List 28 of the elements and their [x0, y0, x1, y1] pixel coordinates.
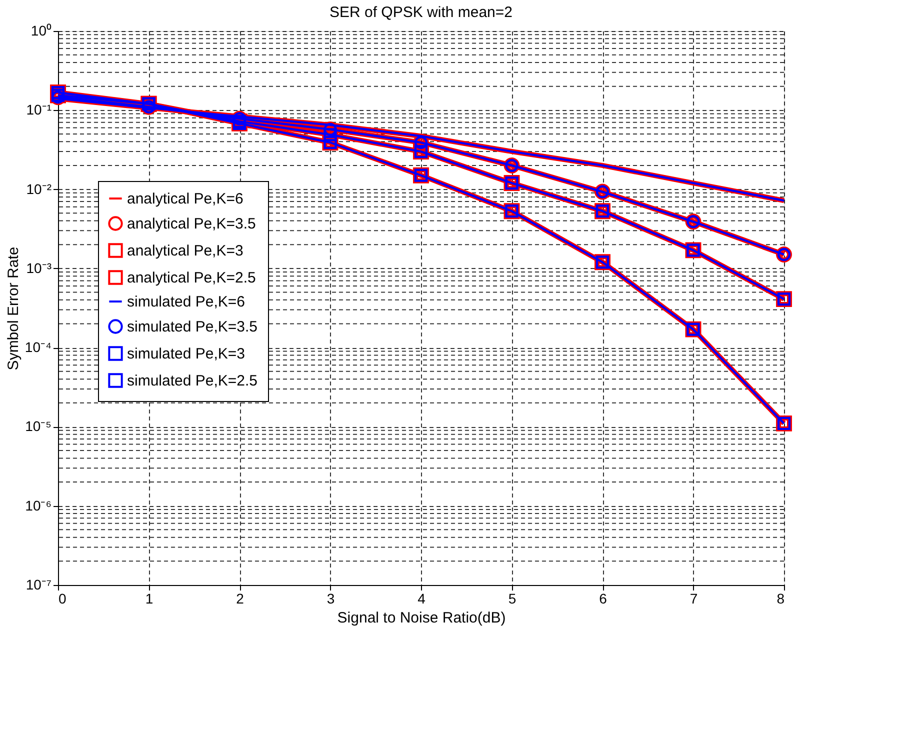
legend-label: simulated Pe,K=2.5 — [127, 372, 258, 390]
x-tick-label: 8 — [776, 590, 785, 606]
y-axis-title: Symbol Error Rate — [4, 246, 22, 370]
x-tick-label: 4 — [418, 590, 426, 606]
y-tick-label: 10⁻⁵ — [25, 418, 52, 434]
legend-label: simulated Pe,K=3.5 — [127, 318, 258, 336]
x-axis-title: Signal to Noise Ratio(dB) — [337, 610, 506, 626]
y-tick-label: 10⁻⁷ — [26, 576, 52, 592]
legend-label: analytical Pe,K=2.5 — [127, 270, 256, 286]
x-tick-label: 6 — [599, 590, 608, 606]
y-tick-label: 10⁻³ — [26, 260, 52, 276]
x-tick-label: 2 — [236, 590, 244, 606]
legend-label: simulated Pe,K=6 — [127, 294, 245, 310]
legend-label: analytical Pe,K=3 — [127, 242, 244, 260]
x-tick-label: 3 — [326, 590, 335, 606]
x-tick-label: 5 — [508, 590, 516, 606]
y-tick-label: 10⁰ — [30, 22, 52, 38]
y-tick-label: 10⁻⁶ — [25, 497, 52, 514]
legend-label: analytical Pe,K=3.5 — [127, 216, 256, 232]
x-tick-label: 0 — [58, 590, 66, 606]
y-tick-label: 10⁻⁴ — [24, 339, 52, 356]
y-tick-label: 10⁻¹ — [26, 102, 52, 118]
y-tick-label: 10⁻² — [26, 180, 52, 197]
legend-label: analytical Pe,K=6 — [127, 190, 244, 208]
chart-title: SER of QPSK with mean=2 — [329, 4, 513, 21]
legend-label: simulated Pe,K=3 — [127, 346, 245, 362]
x-tick-label: 7 — [690, 590, 698, 606]
x-tick-label: 1 — [145, 590, 154, 606]
